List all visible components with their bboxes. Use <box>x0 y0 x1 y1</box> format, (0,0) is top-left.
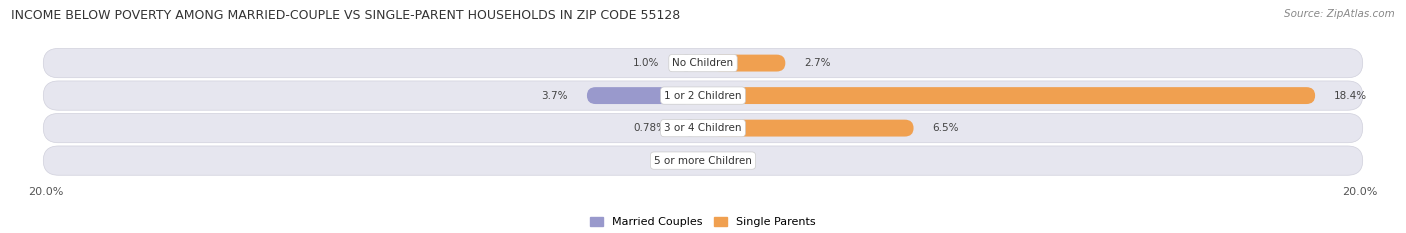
Text: 5 or more Children: 5 or more Children <box>654 156 752 166</box>
FancyBboxPatch shape <box>44 146 1362 175</box>
Text: 6.5%: 6.5% <box>932 123 959 133</box>
FancyBboxPatch shape <box>44 81 1362 110</box>
FancyBboxPatch shape <box>711 120 914 137</box>
Text: No Children: No Children <box>672 58 734 68</box>
Text: 18.4%: 18.4% <box>1334 91 1367 101</box>
Text: Source: ZipAtlas.com: Source: ZipAtlas.com <box>1284 9 1395 19</box>
Text: 1.0%: 1.0% <box>633 58 659 68</box>
Text: 2.7%: 2.7% <box>804 58 831 68</box>
Text: 20.0%: 20.0% <box>1343 187 1378 197</box>
FancyBboxPatch shape <box>686 120 695 137</box>
Text: 0.78%: 0.78% <box>634 123 666 133</box>
FancyBboxPatch shape <box>44 48 1362 78</box>
Text: 0.0%: 0.0% <box>713 156 740 166</box>
FancyBboxPatch shape <box>711 87 1315 104</box>
FancyBboxPatch shape <box>586 87 695 104</box>
Text: 1 or 2 Children: 1 or 2 Children <box>664 91 742 101</box>
FancyBboxPatch shape <box>711 55 786 72</box>
Text: 3 or 4 Children: 3 or 4 Children <box>664 123 742 133</box>
FancyBboxPatch shape <box>44 113 1362 143</box>
Text: 20.0%: 20.0% <box>28 187 63 197</box>
FancyBboxPatch shape <box>678 55 695 72</box>
Text: 0.0%: 0.0% <box>666 156 693 166</box>
Text: 3.7%: 3.7% <box>541 91 568 101</box>
Text: INCOME BELOW POVERTY AMONG MARRIED-COUPLE VS SINGLE-PARENT HOUSEHOLDS IN ZIP COD: INCOME BELOW POVERTY AMONG MARRIED-COUPL… <box>11 9 681 22</box>
Legend: Married Couples, Single Parents: Married Couples, Single Parents <box>586 212 820 232</box>
